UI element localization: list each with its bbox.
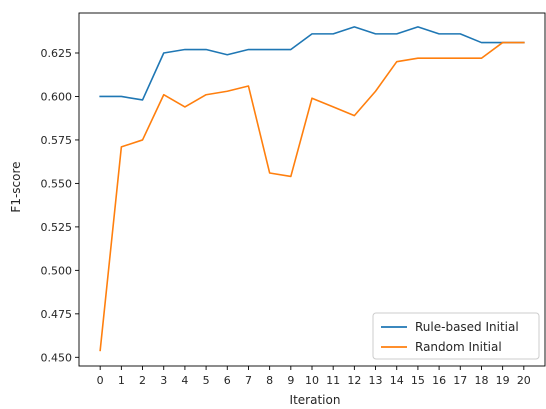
x-tick-label: 8	[266, 374, 273, 387]
y-axis-label: F1-score	[9, 161, 23, 212]
x-tick-label: 18	[474, 374, 488, 387]
y-tick-label: 0.625	[41, 47, 73, 60]
x-tick-label: 11	[326, 374, 340, 387]
x-tick-label: 19	[496, 374, 510, 387]
x-tick-label: 2	[139, 374, 146, 387]
y-tick-label: 0.450	[41, 351, 73, 364]
series-line-2	[99, 41, 525, 352]
x-tick-label: 0	[97, 374, 104, 387]
x-tick-label: 7	[245, 374, 252, 387]
y-tick-label: 0.475	[41, 308, 73, 321]
legend-label-2: Random Initial	[415, 340, 502, 354]
series-line-1	[99, 26, 525, 101]
x-tick-label: 3	[160, 374, 167, 387]
legend-label-1: Rule-based Initial	[415, 320, 519, 334]
y-tick-label: 0.500	[41, 264, 73, 277]
x-tick-label: 5	[203, 374, 210, 387]
x-tick-label: 15	[411, 374, 425, 387]
x-axis-label: Iteration	[290, 393, 341, 405]
plot-area: 0 1 2 3 4 5 6 7 8 9 10 11 12 13 14 15 16 17 18 19 200.4500.4…	[41, 12, 546, 387]
x-tick-label: 17	[453, 374, 467, 387]
x-tick-label: 10	[305, 374, 319, 387]
legend-box	[372, 312, 540, 360]
x-tick-label: 12	[347, 374, 361, 387]
x-tick-label: 1	[118, 374, 125, 387]
x-tick-label: 14	[390, 374, 404, 387]
y-tick-label: 0.525	[41, 221, 73, 234]
x-tick-label: 9	[287, 374, 294, 387]
x-tick-label: 6	[224, 374, 231, 387]
y-tick-label: 0.600	[41, 90, 73, 103]
y-tick-label: 0.575	[41, 134, 73, 147]
x-tick-label: 13	[369, 374, 383, 387]
x-tick-label: 20	[517, 374, 531, 387]
y-tick-label: 0.550	[41, 177, 73, 190]
x-tick-label: 4	[181, 374, 188, 387]
x-tick-label: 16	[432, 374, 446, 387]
